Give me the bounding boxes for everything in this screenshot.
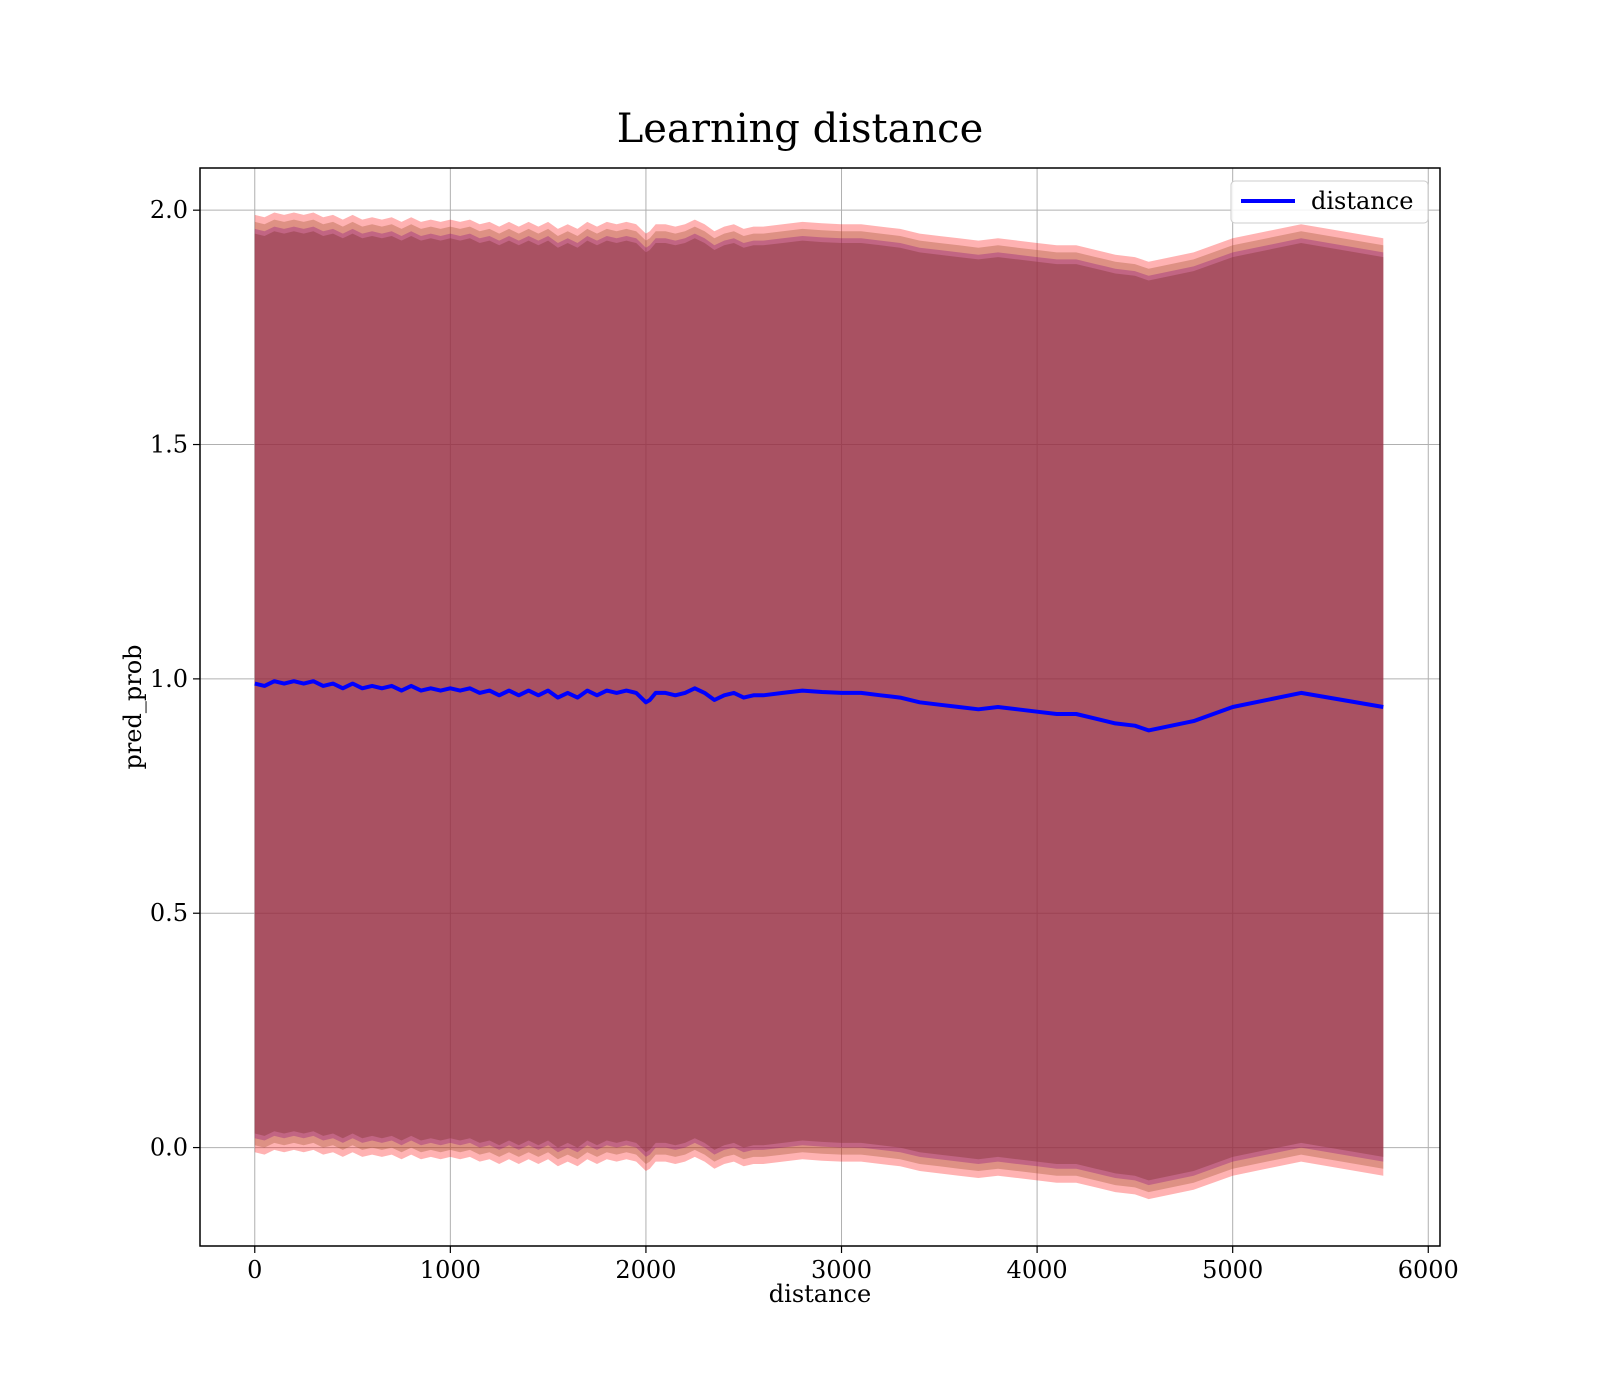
x-tick-label: 2000 [615,1256,676,1284]
y-axis-ticks: 0.0 0.5 1.0 1.5 2.0 [150,196,200,1162]
legend: distance [1230,180,1429,224]
chart-title: Learning distance [617,106,984,152]
series-line-distance [254,679,1384,733]
y-tick-label: 0.5 [150,899,188,927]
grid-layer [200,168,1440,1246]
x-tick-label: 0 [247,1256,262,1284]
band-layer [254,212,1384,1200]
y-axis-label: pred_prob [119,644,147,769]
confidence-band [254,231,1384,1181]
x-axis-label: distance [769,1280,871,1308]
legend-box [1230,180,1429,224]
y-tick-label: 1.0 [150,665,188,693]
confidence-band [254,219,1384,1193]
x-axis-ticks: 0 1000 2000 3000 4000 5000 6000 [247,1246,1459,1284]
line-layer [254,679,1384,733]
legend-label: distance [1311,187,1413,215]
confidence-band [254,226,1384,1186]
y-tick-label: 0.0 [150,1134,188,1162]
x-tick-label: 6000 [1398,1256,1459,1284]
plot-frame [199,167,1441,1247]
x-tick-label: 1000 [420,1256,481,1284]
y-tick-label: 1.5 [150,431,188,459]
x-tick-label: 3000 [811,1256,872,1284]
x-tick-label: 5000 [1202,1256,1263,1284]
confidence-band [254,212,1384,1200]
y-tick-label: 2.0 [150,196,188,224]
x-tick-label: 4000 [1007,1256,1068,1284]
